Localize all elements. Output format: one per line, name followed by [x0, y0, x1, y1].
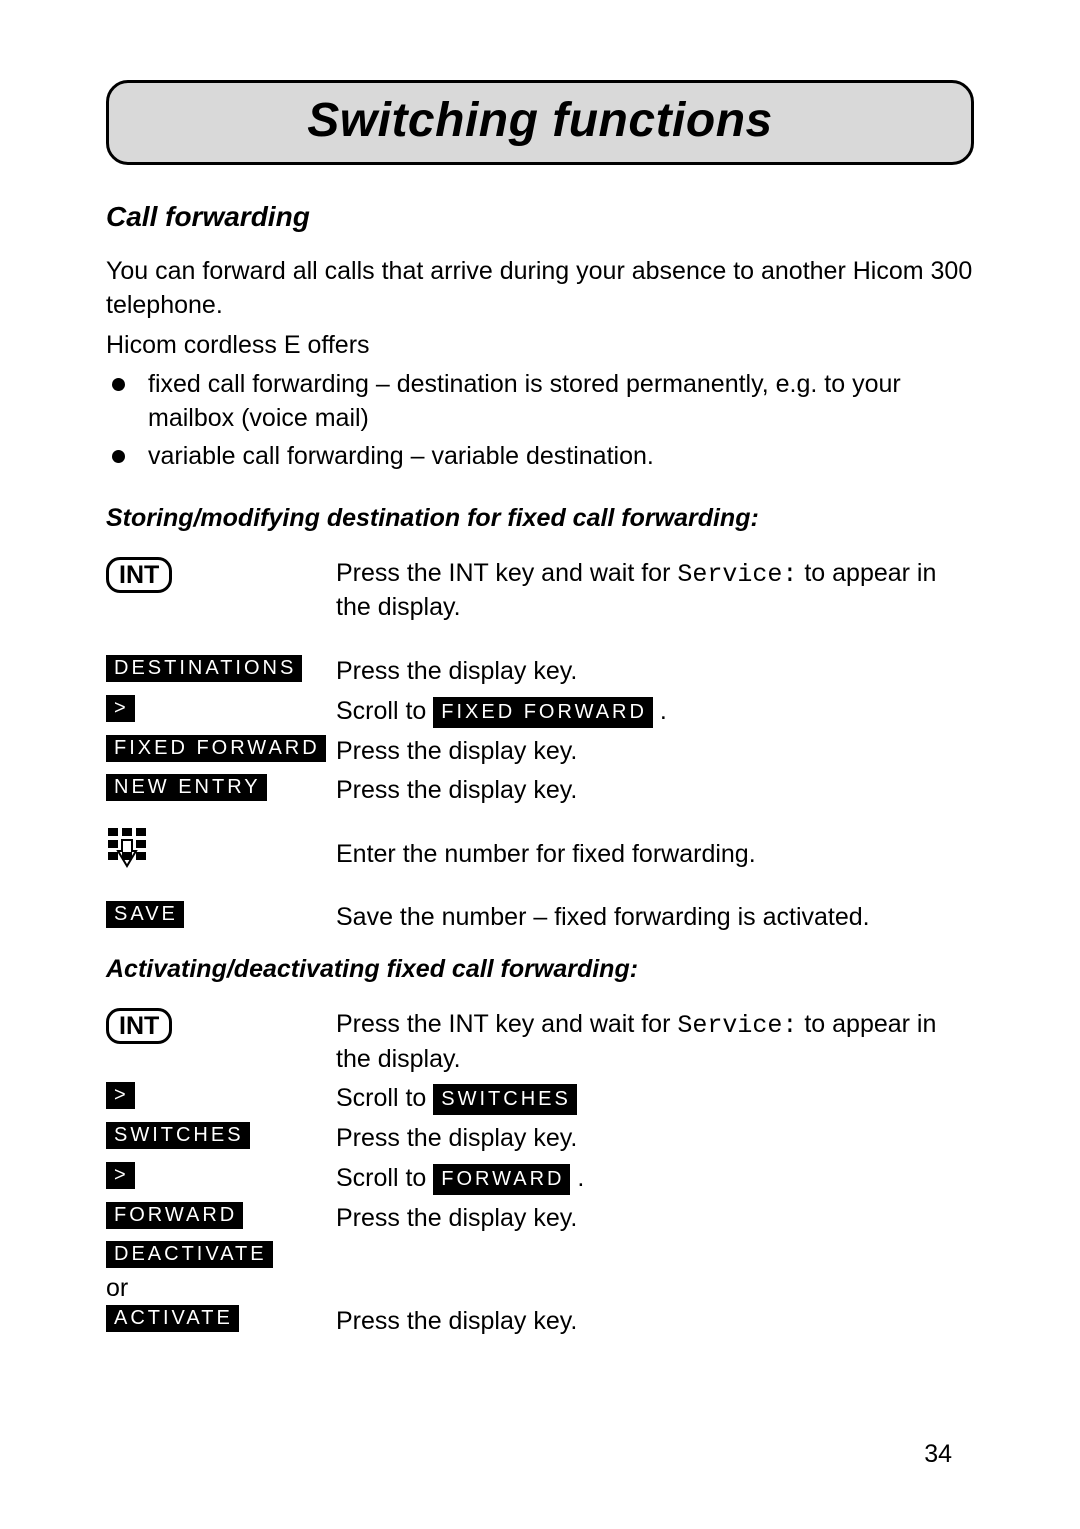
display-key-fixed-forward-inline: FIXED FORWARD — [433, 697, 653, 728]
display-key-switches: SWITCHES — [106, 1122, 250, 1149]
subheading-storing: Storing/modifying destination for fixed … — [106, 504, 974, 533]
display-key-forward-inline: FORWARD — [433, 1164, 570, 1195]
bullet-list: fixed call forwarding – destination is s… — [106, 368, 974, 473]
step-text: Press the display key. — [336, 1202, 974, 1236]
step-row: DESTINATIONS Press the display key. — [106, 655, 974, 689]
bullet-item: variable call forwarding – variable dest… — [106, 440, 974, 474]
text-fragment: Press the INT key and wait for — [336, 559, 677, 587]
step-text: Enter the number for fixed forwarding. — [336, 826, 974, 872]
step-text: Scroll to FORWARD . — [336, 1162, 974, 1196]
page-title: Switching functions — [109, 93, 971, 148]
display-key-scroll: > — [106, 1162, 135, 1189]
step-text: Press the display key. — [336, 655, 974, 689]
service-label: Service: — [677, 1011, 797, 1040]
step-row: NEW ENTRY Press the display key. — [106, 774, 974, 808]
step-row: INT Press the INT key and wait for Servi… — [106, 1008, 974, 1077]
step-text: Press the display key. — [336, 1122, 974, 1156]
text-fragment: Press the INT key and wait for — [336, 1010, 677, 1038]
step-text: Press the INT key and wait for Service: … — [336, 1008, 974, 1077]
step-text: Press the display key. — [336, 1305, 974, 1339]
text-fragment: Scroll to — [336, 1084, 433, 1112]
display-key-switches-inline: SWITCHES — [433, 1084, 577, 1115]
display-key-new-entry: NEW ENTRY — [106, 774, 267, 801]
step-row: Enter the number for fixed forwarding. — [106, 826, 974, 883]
or-text: or — [106, 1274, 974, 1303]
text-fragment: Scroll to — [336, 1164, 433, 1192]
display-key-destinations: DESTINATIONS — [106, 655, 302, 682]
title-box: Switching functions — [106, 80, 974, 165]
step-row: > Scroll to FORWARD . — [106, 1162, 974, 1196]
step-row: > Scroll to SWITCHES — [106, 1082, 974, 1116]
step-row: SWITCHES Press the display key. — [106, 1122, 974, 1156]
step-row: > Scroll to FIXED FORWARD . — [106, 695, 974, 729]
step-text: Press the display key. — [336, 735, 974, 769]
step-row: FORWARD Press the display key. — [106, 1202, 974, 1236]
step-row: FIXED FORWARD Press the display key. — [106, 735, 974, 769]
section-heading: Call forwarding — [106, 201, 974, 233]
subheading-activating: Activating/deactivating fixed call forwa… — [106, 955, 974, 984]
display-key-deactivate: DEACTIVATE — [106, 1241, 273, 1268]
step-text: Save the number – fixed forwarding is ac… — [336, 901, 974, 935]
text-fragment: . — [570, 1164, 584, 1192]
step-row: ACTIVATE Press the display key. — [106, 1305, 974, 1339]
display-key-scroll: > — [106, 695, 135, 722]
page: Switching functions Call forwarding You … — [0, 0, 1080, 1529]
step-row: DEACTIVATE — [106, 1241, 974, 1268]
page-number: 34 — [924, 1440, 952, 1469]
intro-text-2: Hicom cordless E offers — [106, 329, 974, 363]
keypad-icon — [106, 826, 160, 878]
int-key: INT — [106, 1008, 172, 1044]
display-key-scroll: > — [106, 1082, 135, 1109]
text-fragment: . — [653, 697, 667, 725]
display-key-forward: FORWARD — [106, 1202, 243, 1229]
intro-text-1: You can forward all calls that arrive du… — [106, 255, 974, 323]
step-text: Scroll to SWITCHES — [336, 1082, 974, 1116]
int-key: INT — [106, 557, 172, 593]
step-row: INT Press the INT key and wait for Servi… — [106, 557, 974, 626]
service-label: Service: — [677, 560, 797, 589]
step-text: Press the display key. — [336, 774, 974, 808]
step-text: Scroll to FIXED FORWARD . — [336, 695, 974, 729]
step-row: SAVE Save the number – fixed forwarding … — [106, 901, 974, 935]
display-key-fixed-forward: FIXED FORWARD — [106, 735, 326, 762]
display-key-save: SAVE — [106, 901, 184, 928]
text-fragment: Scroll to — [336, 697, 433, 725]
display-key-activate: ACTIVATE — [106, 1305, 239, 1332]
bullet-item: fixed call forwarding – destination is s… — [106, 368, 974, 436]
step-text: Press the INT key and wait for Service: … — [336, 557, 974, 626]
